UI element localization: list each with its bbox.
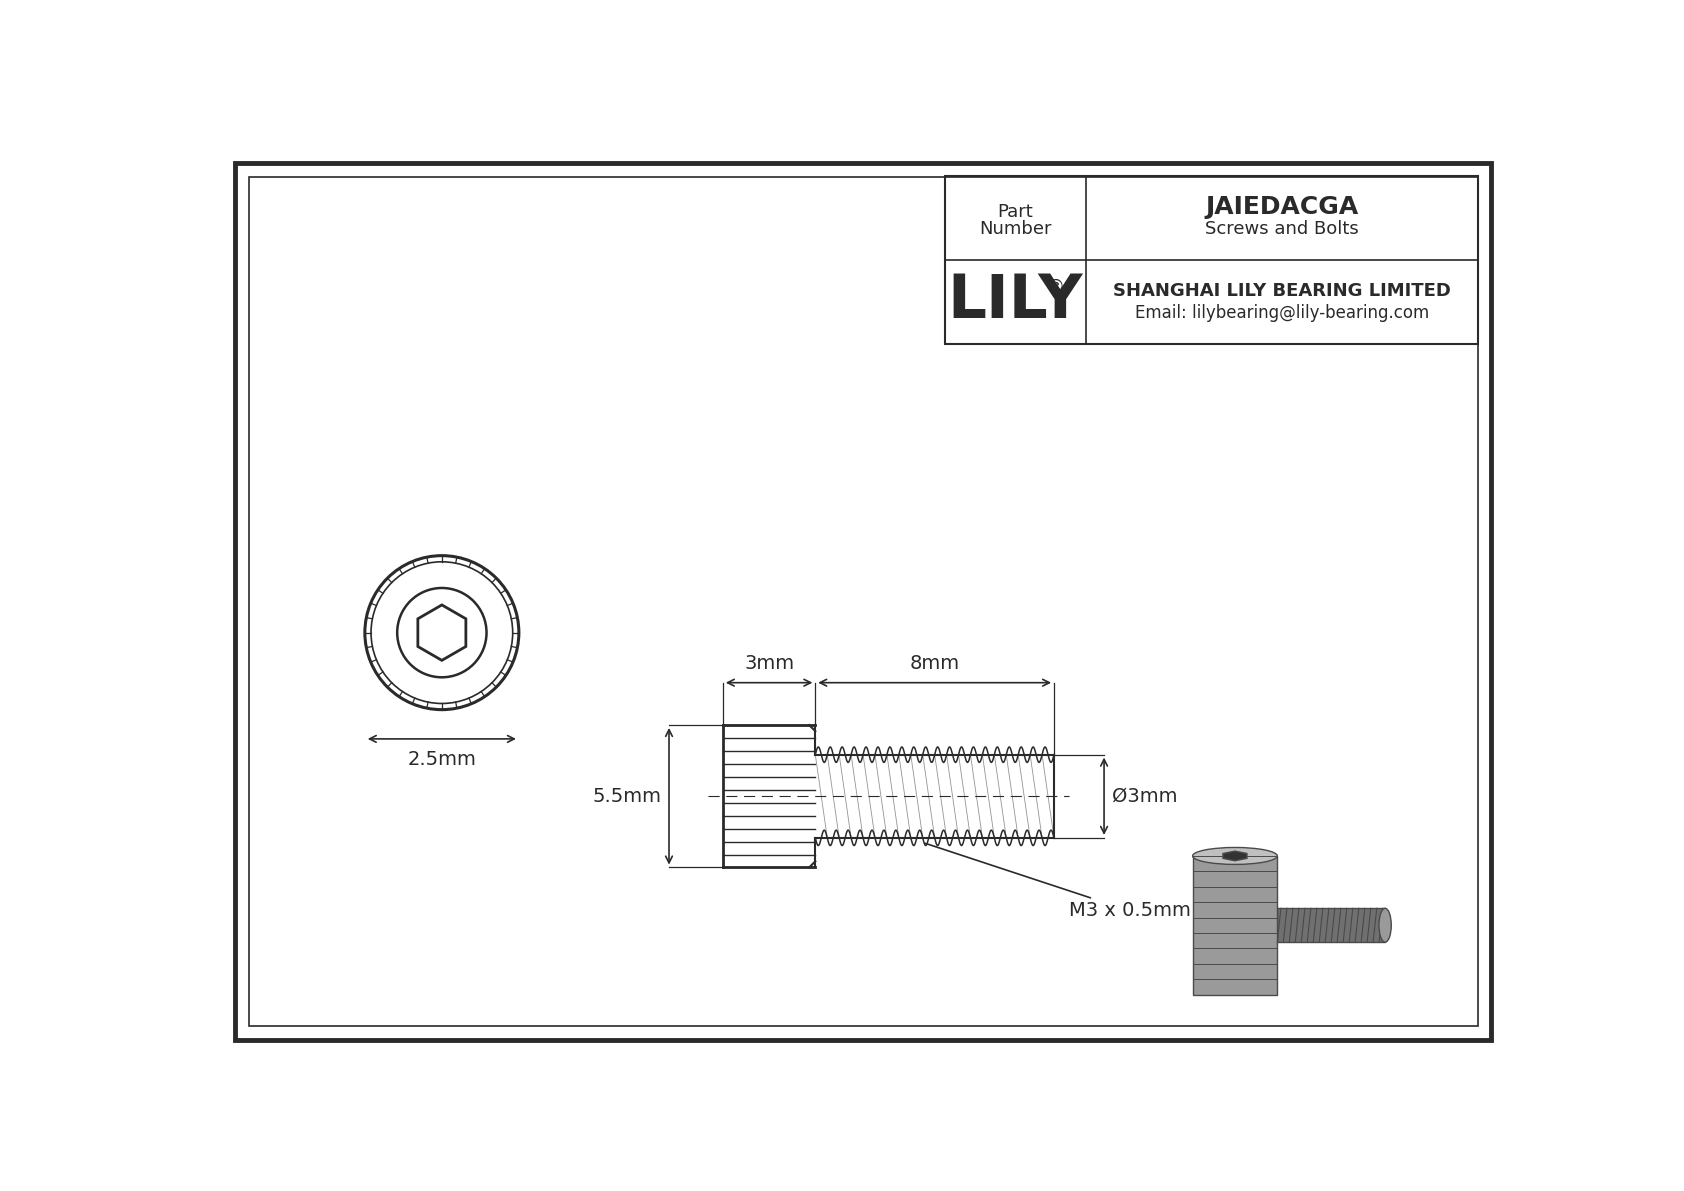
Text: Number: Number (978, 220, 1051, 238)
Text: 3mm: 3mm (744, 654, 795, 673)
Text: M3 x 0.5mm: M3 x 0.5mm (926, 843, 1191, 921)
Text: Screws and Bolts: Screws and Bolts (1204, 220, 1359, 238)
Text: Email: lilybearing@lily-bearing.com: Email: lilybearing@lily-bearing.com (1135, 304, 1428, 322)
Text: Ø3mm: Ø3mm (1111, 787, 1177, 806)
Polygon shape (1223, 852, 1246, 861)
Polygon shape (1276, 909, 1386, 942)
Text: JAIEDACGA: JAIEDACGA (1206, 195, 1359, 219)
Text: Part: Part (997, 202, 1034, 220)
Text: SHANGHAI LILY BEARING LIMITED: SHANGHAI LILY BEARING LIMITED (1113, 282, 1450, 300)
Ellipse shape (1192, 848, 1276, 865)
Text: 2.5mm: 2.5mm (408, 750, 477, 769)
Text: 5.5mm: 5.5mm (593, 787, 662, 806)
Text: 8mm: 8mm (909, 654, 960, 673)
Text: ®: ® (1046, 278, 1064, 295)
Polygon shape (1192, 856, 1276, 994)
Text: LILY: LILY (948, 273, 1083, 331)
Ellipse shape (1379, 909, 1391, 942)
